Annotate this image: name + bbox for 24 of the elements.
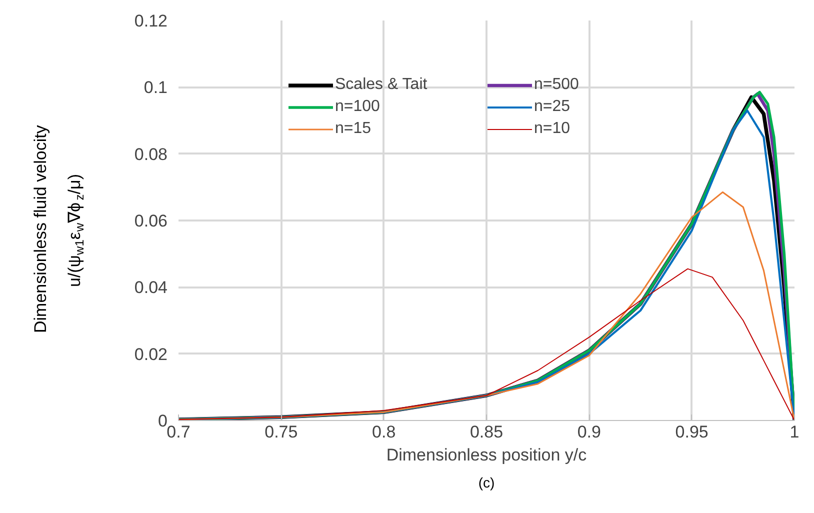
y-tick-label: 0.06	[134, 212, 168, 230]
legend-label: n=100	[335, 98, 381, 116]
legend-label: n=10	[534, 120, 572, 138]
y-tick-label: 0.12	[134, 12, 168, 30]
y-tick-label: 0.08	[134, 144, 168, 164]
x-tick-label: 0.85	[470, 422, 504, 442]
y-tick-label: 0.02	[134, 344, 168, 364]
line-series	[178, 191, 794, 420]
legend-label: n=25	[534, 98, 572, 116]
x-axis-title: Dimensionless position y/c	[386, 446, 588, 464]
x-tick-label: 0.75	[264, 422, 298, 442]
x-tick-label: 1	[790, 422, 800, 442]
x-tick-label: 0.95	[675, 422, 708, 442]
legend-label: n=500	[534, 76, 580, 94]
y-tick-label: 0	[158, 412, 168, 430]
x-tick-label: 0.9	[577, 422, 601, 442]
legend-label: Scales & Tait	[335, 76, 428, 94]
y-tick-label: 0.1	[144, 78, 168, 98]
line-series	[178, 268, 794, 420]
x-tick-label: 0.8	[372, 422, 396, 442]
text: (c)	[478, 474, 495, 490]
x-tick-label: 0.7	[166, 422, 190, 442]
y-tick-label: 0.04	[134, 278, 168, 298]
legend-label: n=15	[335, 120, 372, 138]
